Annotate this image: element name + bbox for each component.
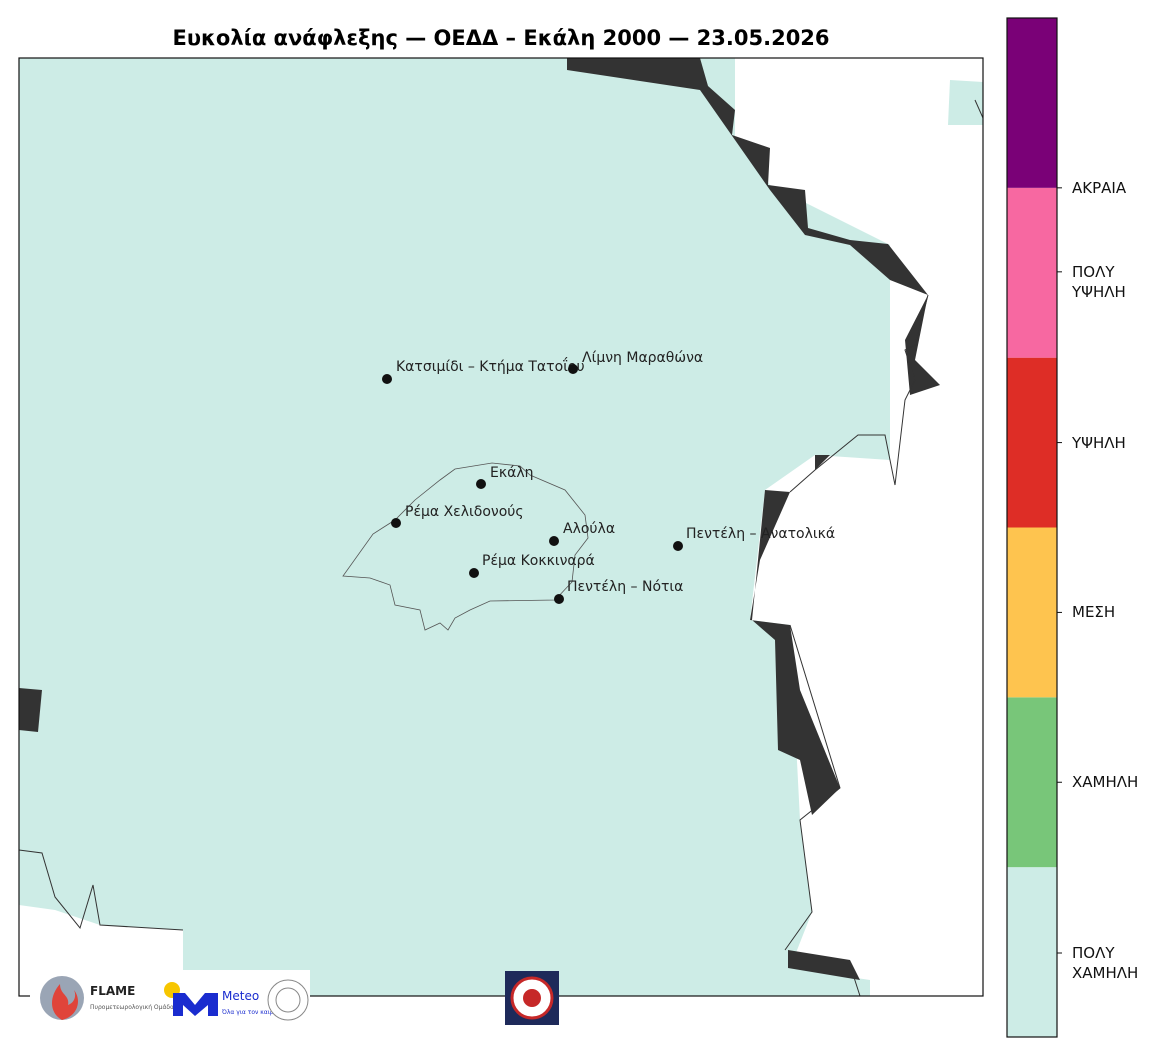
coast-shadow [567, 58, 928, 295]
meteo-text: Meteo [222, 989, 259, 1003]
logos: FLAME Πυρομετεωρολογική Ομάδα Meteo Όλα … [30, 970, 559, 1028]
legend-label: ΧΑΜΗΛΗ [1072, 773, 1139, 792]
colorbar-frame [1006, 17, 1058, 1038]
seal-logo [267, 979, 309, 1021]
place-dot [382, 374, 392, 384]
place-dot [673, 541, 683, 551]
place-dot [568, 364, 578, 374]
coast-shadow [815, 455, 830, 470]
fire-service-center [523, 989, 541, 1007]
colorbar-segment [1007, 527, 1057, 698]
map-frame [18, 57, 984, 997]
place-label: Ρέμα Κοκκιναρά [482, 553, 595, 569]
flame-subtext: Πυρομετεωρολογική Ομάδα [90, 1004, 174, 1011]
place-label: Αλούλα [563, 521, 615, 537]
place-dot [554, 594, 564, 604]
outside-area [735, 58, 983, 996]
map [18, 57, 984, 997]
map-title: Ευκολία ανάφλεξης — ΟΕΔΔ – Εκάλη 2000 — … [172, 26, 829, 50]
legend-label: ΠΟΛΥ ΥΨΗΛΗ [1072, 262, 1126, 301]
colorbar [1006, 17, 1062, 1038]
place-label: Πεντέλη – Νότια [567, 579, 683, 595]
legend-label: ΥΨΗΛΗ [1072, 433, 1126, 452]
flame-text: FLAME [90, 984, 135, 998]
meteo-subtext: Όλα για τον καιρό [221, 1009, 278, 1016]
meteo-logo [173, 993, 218, 1016]
coast-shadow [19, 688, 42, 732]
place-dot [549, 536, 559, 546]
place-dot [476, 479, 486, 489]
seal-inner [275, 987, 301, 1013]
coast-shadow [905, 295, 940, 395]
legend-label: ΑΚΡΑΙΑ [1072, 178, 1127, 197]
place-dot [469, 568, 479, 578]
place-label: Κατσιμίδι – Κτήμα Τατοΐου [396, 357, 585, 375]
places: Κατσιμίδι – Κτήμα Τατοΐου Λίμνη Μαραθώνα… [382, 350, 835, 604]
place-label: Εκάλη [490, 465, 533, 481]
coast-shadow [750, 490, 840, 815]
legend-label: ΜΕΣΗ [1072, 603, 1116, 622]
map-patch [948, 80, 983, 125]
colorbar-segment [1007, 18, 1057, 188]
colorbar-segment [1007, 357, 1057, 528]
place-dot [391, 518, 401, 528]
colorbar-segment [1007, 867, 1057, 1037]
place-label: Ρέμα Χελιδονούς [405, 504, 524, 520]
flame-icon [52, 984, 78, 1020]
area-outline [342, 462, 589, 631]
legend-label: ΠΟΛΥ ΧΑΜΗΛΗ [1072, 944, 1139, 982]
colorbar-segment [1007, 697, 1057, 868]
colorbar-segment [1007, 187, 1057, 358]
place-label: Λίμνη Μαραθώνα [582, 350, 703, 366]
coast-shadow [788, 950, 860, 980]
place-label: Πεντέλη – Ανατολικά [686, 526, 835, 542]
